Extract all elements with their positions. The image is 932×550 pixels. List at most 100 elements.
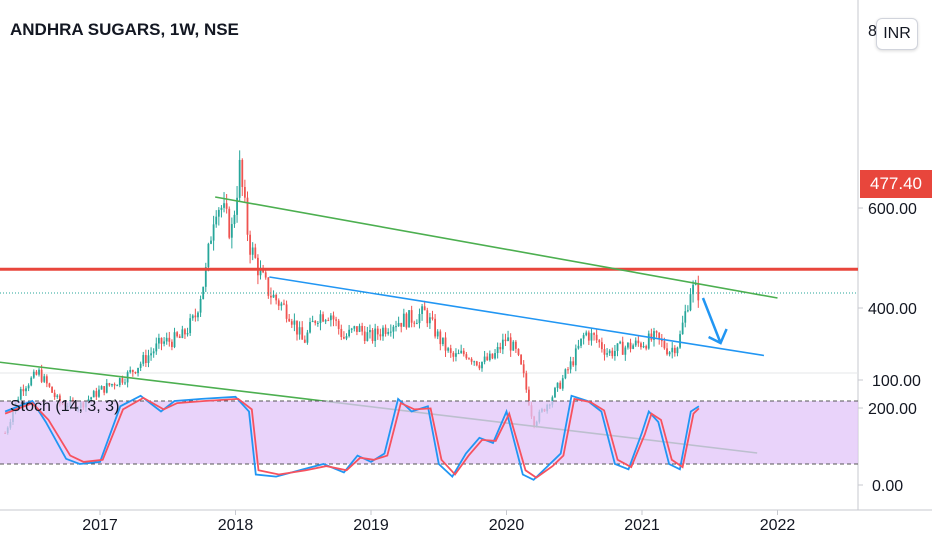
candle-body — [593, 333, 595, 335]
candle-body — [264, 272, 267, 278]
candle-body — [27, 385, 30, 389]
candle-body — [223, 203, 225, 208]
candle-body — [415, 323, 418, 325]
candle-body — [257, 257, 259, 276]
candle-body — [152, 351, 155, 354]
candle-body — [507, 337, 509, 342]
candle-body — [95, 391, 98, 397]
candle-body — [327, 320, 330, 322]
candle-body — [45, 376, 48, 384]
candle-body — [504, 339, 507, 342]
candle-body — [285, 304, 288, 319]
candle-body — [90, 397, 93, 400]
candle-body — [48, 383, 51, 387]
x-tick-label: 2020 — [489, 517, 525, 534]
x-tick-label: 2022 — [760, 517, 796, 534]
candle-body — [363, 331, 366, 341]
candle-body — [694, 283, 697, 285]
forecast-arrow-head — [708, 328, 728, 345]
candle-body — [616, 343, 619, 351]
candle-body — [577, 345, 580, 349]
candle-body — [619, 341, 622, 344]
candle-body — [105, 383, 108, 393]
candle-body — [528, 389, 530, 406]
candle-body — [241, 159, 244, 187]
candle-body — [25, 388, 27, 392]
candle-body — [606, 353, 608, 355]
candle-body — [168, 337, 171, 342]
candle-body — [475, 361, 478, 366]
candle-body — [118, 378, 121, 386]
candle-body — [582, 335, 585, 339]
candle-body — [520, 354, 522, 365]
candle-body — [567, 369, 569, 371]
y-tick-label: 200.00 — [868, 401, 917, 418]
candle-body — [428, 317, 431, 324]
candle-body — [144, 355, 147, 364]
candle-body — [653, 331, 655, 340]
candle-body — [671, 347, 674, 353]
candle-body — [556, 382, 559, 388]
candle-body — [512, 341, 515, 351]
candle-body — [452, 352, 455, 357]
candle-body — [598, 340, 601, 343]
candle-body — [356, 326, 358, 332]
x-tick-label: 2021 — [624, 517, 660, 534]
candle-body — [668, 352, 671, 355]
candle-body — [87, 399, 90, 402]
candle-body — [608, 350, 611, 354]
candle-body — [238, 159, 241, 198]
candle-body — [56, 395, 59, 397]
candle-body — [246, 197, 249, 235]
candle-body — [309, 322, 311, 333]
candle-body — [444, 337, 447, 351]
candle-body — [314, 320, 317, 324]
candle-body — [522, 364, 525, 374]
candle-body — [611, 350, 614, 357]
currency-button[interactable]: INR — [876, 18, 918, 50]
candle-body — [113, 383, 116, 386]
candle-body — [366, 332, 369, 341]
candle-body — [569, 361, 572, 370]
candle-body — [358, 325, 361, 332]
candle-body — [103, 386, 106, 393]
candle-body — [301, 327, 304, 340]
candle-body — [634, 340, 637, 346]
candle-body — [350, 328, 353, 330]
candle-body — [199, 299, 202, 313]
candle-body — [439, 331, 442, 345]
candle-body — [681, 322, 684, 335]
candle-body — [51, 386, 53, 393]
candle-body — [165, 337, 168, 342]
candle-body — [322, 314, 324, 322]
candle-body — [692, 284, 694, 295]
candle-body — [163, 341, 166, 344]
candle-body — [272, 294, 275, 298]
candle-body — [572, 361, 575, 366]
candle-body — [311, 320, 314, 323]
candle-body — [486, 356, 489, 361]
candle-body — [212, 224, 215, 241]
candle-body — [574, 348, 577, 366]
candle-body — [267, 277, 270, 296]
candle-body — [131, 369, 134, 372]
candle-body — [191, 315, 194, 319]
candle-body — [171, 341, 173, 348]
candle-body — [178, 336, 181, 338]
candle-body — [473, 361, 476, 363]
candle-body — [53, 392, 56, 397]
candle-body — [517, 348, 520, 355]
candle-body — [600, 342, 603, 350]
candle-body — [173, 332, 176, 348]
candle-body — [585, 332, 588, 336]
candle-body — [259, 268, 262, 276]
candle-body — [587, 332, 590, 341]
candle-body — [176, 332, 179, 337]
candle-body — [243, 186, 246, 198]
candle-body — [655, 331, 658, 333]
candle-body — [460, 350, 463, 354]
candle-body — [283, 303, 285, 305]
candle-body — [491, 353, 494, 359]
candle-body — [423, 306, 426, 311]
